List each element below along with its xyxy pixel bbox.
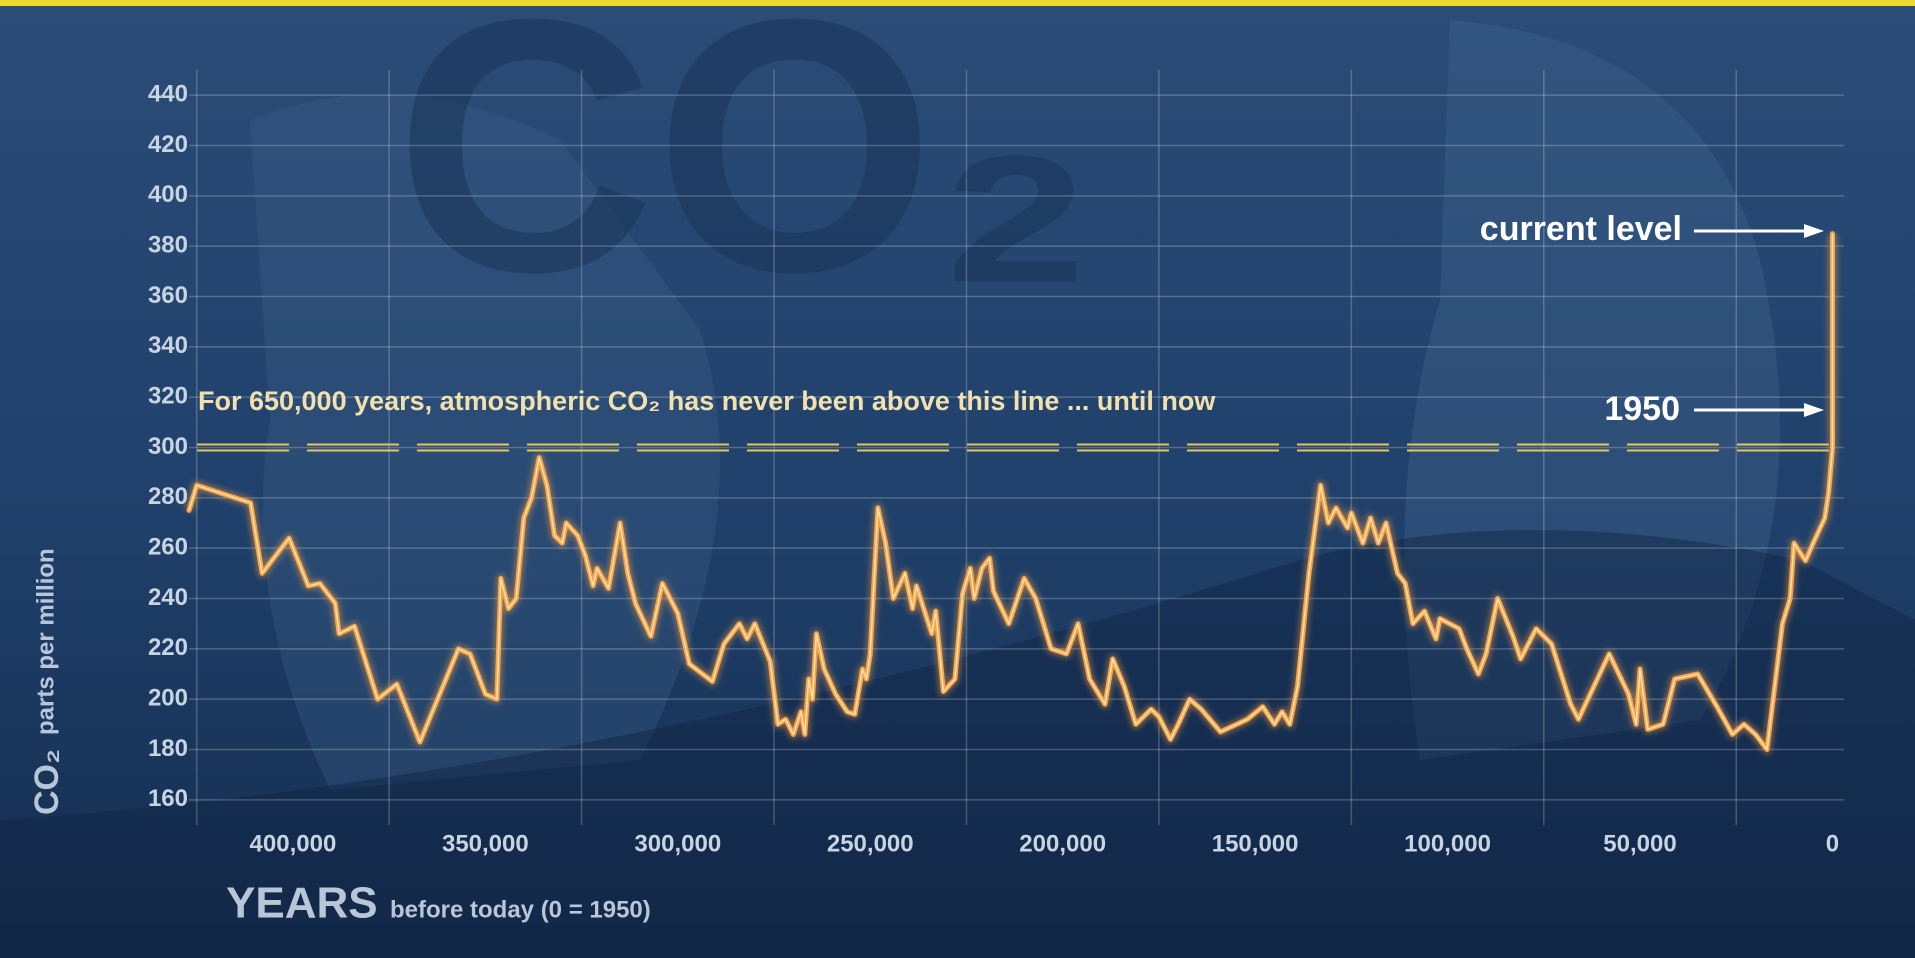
- y-tick-label: 420: [148, 131, 188, 158]
- y-axis-label: CO₂: [28, 749, 66, 815]
- y-tick-label: 300: [148, 433, 188, 460]
- watermark: CO₂: [395, 0, 1095, 347]
- y-tick-label: 200: [148, 685, 188, 712]
- x-tick-label: 300,000: [634, 830, 721, 857]
- y-tick-label: 340: [148, 332, 188, 359]
- y-tick-label: 320: [148, 383, 188, 410]
- y-tick-label: 400: [148, 181, 188, 208]
- x-tick-label: 400,000: [250, 830, 337, 857]
- y-tick-label: 160: [148, 785, 188, 812]
- x-tick-label: 200,000: [1019, 830, 1106, 857]
- y-tick-label: 440: [148, 81, 188, 108]
- iceberg-shape: [250, 94, 720, 791]
- x-tick-label: 350,000: [442, 830, 529, 857]
- threshold-label: For 650,000 years, atmospheric CO₂ has n…: [198, 386, 1216, 416]
- x-tick-label: 150,000: [1212, 830, 1299, 857]
- y-tick-label: 220: [148, 634, 188, 661]
- y-axis-sublabel: parts per million: [32, 548, 59, 735]
- y-tick-label: 280: [148, 483, 188, 510]
- x-axis-sublabel: before today (0 = 1950): [390, 896, 651, 923]
- y-tick-label: 260: [148, 534, 188, 561]
- line-highlight: [188, 233, 1834, 751]
- y-tick-label: 240: [148, 584, 188, 611]
- annotation-arrowhead: [1804, 403, 1824, 417]
- plot-area: [184, 231, 1838, 754]
- x-tick-label: 250,000: [827, 830, 914, 857]
- x-axis-label: YEARS: [226, 879, 378, 928]
- annotation-arrowhead: [1804, 224, 1824, 238]
- x-tick-label: 0: [1826, 830, 1839, 857]
- x-tick-label: 100,000: [1404, 830, 1491, 857]
- annotation: current level: [1480, 210, 1682, 248]
- y-axis-label-group: CO₂ parts per million: [28, 548, 66, 815]
- top-bar: [0, 0, 1915, 6]
- x-tick-label: 50,000: [1603, 830, 1676, 857]
- annotation: 1950: [1604, 390, 1680, 428]
- y-tick-label: 360: [148, 282, 188, 309]
- y-tick-label: 380: [148, 232, 188, 259]
- iceberg-shape: [1404, 20, 1780, 760]
- y-tick-label: 180: [148, 735, 188, 762]
